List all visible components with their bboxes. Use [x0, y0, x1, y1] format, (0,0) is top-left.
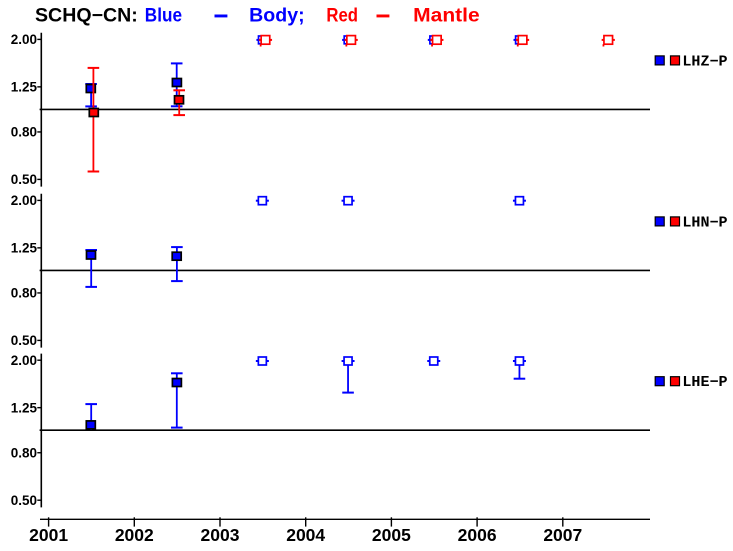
svg-text:1.25: 1.25 — [11, 241, 38, 256]
svg-text:2.00: 2.00 — [11, 32, 37, 47]
svg-text:2004: 2004 — [286, 525, 325, 545]
svg-text:0.80: 0.80 — [11, 286, 37, 301]
svg-text:SCHQ−CN:: SCHQ−CN: — [35, 5, 138, 26]
svg-text:Red: Red — [326, 5, 358, 26]
svg-text:1.25: 1.25 — [11, 400, 38, 415]
svg-text:1.25: 1.25 — [11, 80, 38, 95]
svg-text:Blue: Blue — [145, 5, 182, 26]
svg-text:LHN−P: LHN−P — [682, 214, 727, 231]
svg-text:2.00: 2.00 — [11, 193, 37, 208]
svg-text:2002: 2002 — [115, 525, 154, 545]
svg-text:0.50: 0.50 — [11, 493, 37, 508]
svg-text:Body;: Body; — [249, 5, 304, 26]
svg-text:2006: 2006 — [458, 525, 497, 545]
svg-text:Mantle: Mantle — [413, 5, 480, 26]
svg-text:0.80: 0.80 — [11, 445, 37, 460]
svg-text:2007: 2007 — [543, 525, 582, 545]
svg-text:0.50: 0.50 — [11, 172, 37, 187]
svg-text:0.50: 0.50 — [11, 333, 37, 348]
svg-text:LHZ−P: LHZ−P — [682, 53, 727, 70]
svg-text:2001: 2001 — [29, 525, 68, 545]
svg-text:2005: 2005 — [372, 525, 411, 545]
svg-text:LHE−P: LHE−P — [682, 374, 727, 391]
svg-text:2003: 2003 — [201, 525, 240, 545]
svg-text:0.80: 0.80 — [11, 125, 37, 140]
svg-text:2.00: 2.00 — [11, 353, 37, 368]
